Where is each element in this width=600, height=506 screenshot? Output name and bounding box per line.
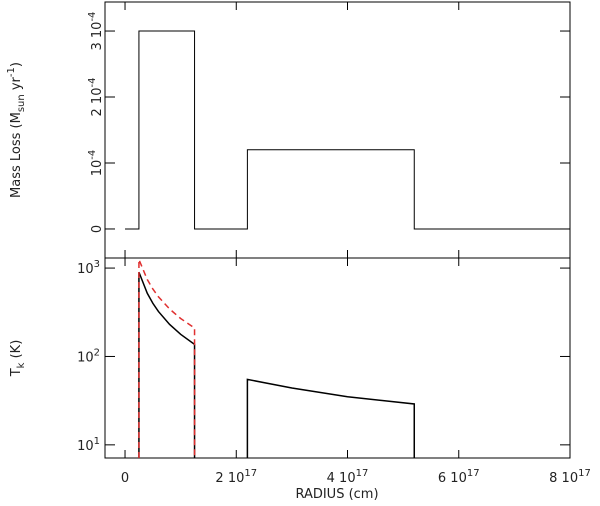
y-tick-label-part: -4 xyxy=(87,150,98,160)
top-frame xyxy=(104,1,571,259)
y-tick-label-part: -4 xyxy=(87,12,98,22)
y-axis-label-part: -1 xyxy=(6,67,17,77)
y-tick-label: 10-4 xyxy=(87,150,105,177)
x-tick-label-part: 2 10 xyxy=(215,471,244,486)
x-tick-label-part: 17 xyxy=(578,468,591,479)
y-axis-label-part: yr xyxy=(9,76,24,94)
y-tick-label: 103 xyxy=(77,259,100,277)
x-tick-label: 2 1017 xyxy=(215,468,257,486)
y-tick-label: 102 xyxy=(77,347,100,365)
x-tick-label: 8 1017 xyxy=(549,468,591,486)
y-tick-label-part: 10 xyxy=(77,439,94,454)
x-axis-label: RADIUS (cm) xyxy=(295,487,378,502)
y-tick-label: 0 xyxy=(90,225,105,233)
y-tick-label-part: 10 xyxy=(90,160,105,177)
y-tick-label-part: -4 xyxy=(87,78,98,88)
y-axis-label-part: Mass Loss (M xyxy=(9,112,24,198)
y-axis-label-part: T xyxy=(9,368,24,377)
y-tick-label-part: 10 xyxy=(77,350,94,365)
x-tick-label-part: 4 10 xyxy=(327,471,356,486)
data-line xyxy=(125,30,570,230)
y-axis-label-part: sun xyxy=(16,94,27,112)
x-tick-label: 6 1017 xyxy=(438,468,480,486)
x-tick-label-part: 17 xyxy=(244,468,257,479)
y-tick-label-part: 3 xyxy=(94,259,100,270)
y-tick-label: 2 10-4 xyxy=(87,78,105,117)
bottom-frame xyxy=(104,257,571,459)
x-tick-label: 0 xyxy=(121,471,129,486)
y-axis-label-part: ) xyxy=(9,62,24,67)
y-tick-label-part: 3 10 xyxy=(90,22,105,51)
y-tick-label-part: 10 xyxy=(77,262,94,277)
data-line xyxy=(138,271,196,458)
x-tick-label-part: 8 10 xyxy=(549,471,578,486)
x-tick-label-part: 6 10 xyxy=(438,471,467,486)
y-axis-label-part: k xyxy=(16,362,27,368)
x-tick-label-part: 17 xyxy=(356,468,369,479)
y-tick-label-part: 2 10 xyxy=(90,88,105,117)
y-axis-label: Mass Loss (Msun yr-1) xyxy=(6,62,27,198)
x-tick-label: 4 1017 xyxy=(327,468,369,486)
data-line xyxy=(246,378,416,458)
y-tick-label: 3 10-4 xyxy=(87,12,105,51)
y-axis-label: Tk (K) xyxy=(9,340,27,378)
y-tick-label-part: 1 xyxy=(94,436,100,447)
y-tick-label-part: 2 xyxy=(94,347,100,358)
y-axis-label-part: (K) xyxy=(9,340,24,363)
y-tick-label: 101 xyxy=(77,436,100,454)
x-tick-label-part: 17 xyxy=(467,468,480,479)
data-line xyxy=(138,259,196,458)
